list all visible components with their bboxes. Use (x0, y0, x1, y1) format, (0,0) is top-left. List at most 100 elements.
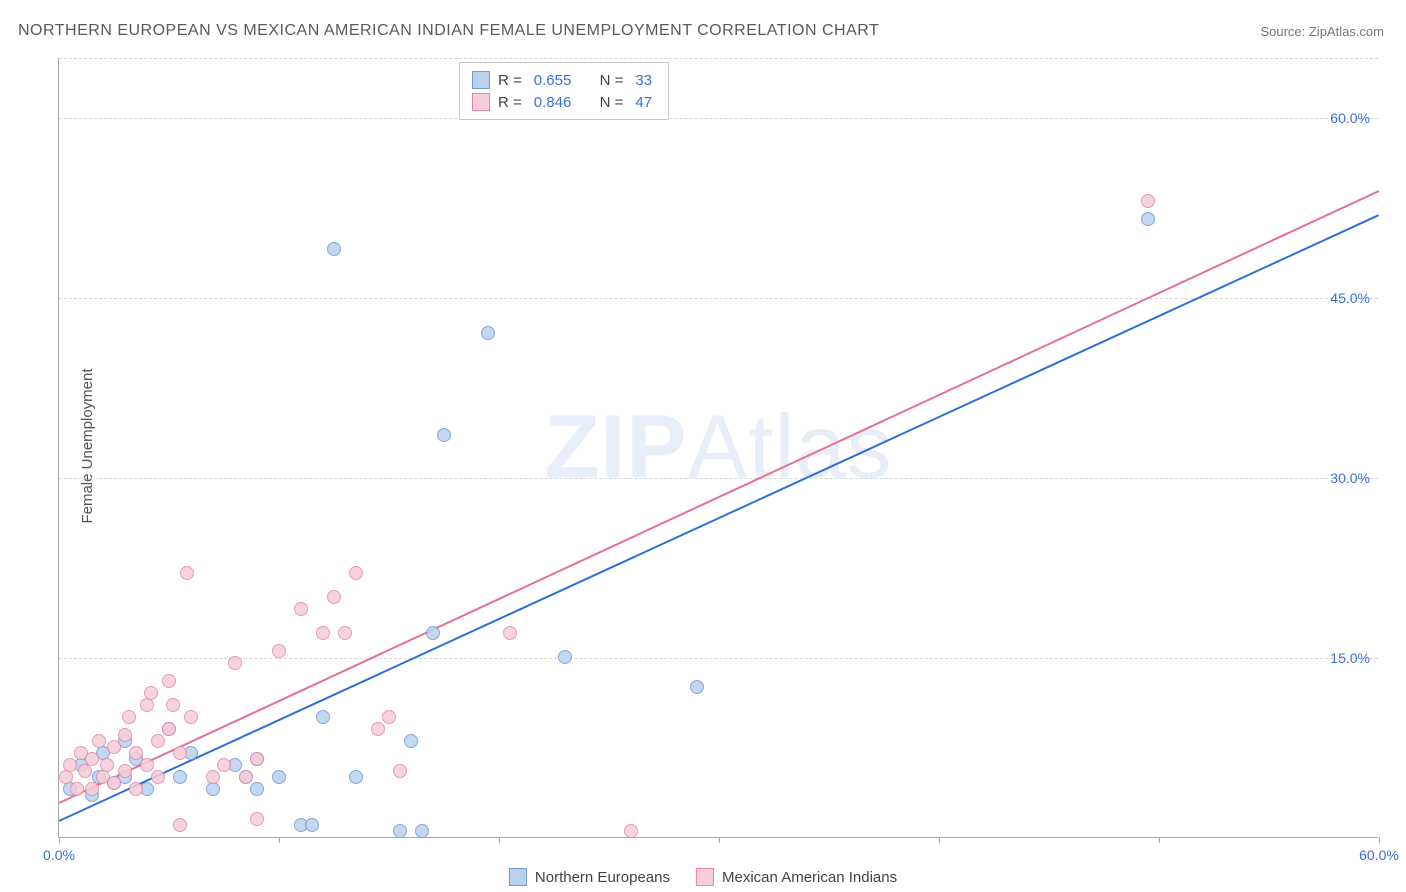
data-point (107, 776, 121, 790)
data-point (250, 752, 264, 766)
stats-legend-row: R =0.655 N =33 (472, 69, 656, 91)
data-point (107, 740, 121, 754)
data-point (239, 770, 253, 784)
watermark-bold: ZIP (544, 397, 687, 497)
bottom-legend: Northern Europeans Mexican American Indi… (509, 868, 897, 886)
gridline (59, 118, 1378, 119)
data-point (327, 242, 341, 256)
data-point (206, 770, 220, 784)
data-point (316, 710, 330, 724)
y-tick-label: 30.0% (1330, 470, 1370, 486)
legend-swatch-icon (472, 93, 490, 111)
data-point (129, 782, 143, 796)
x-tick (719, 837, 720, 843)
data-point (162, 674, 176, 688)
y-tick-label: 45.0% (1330, 290, 1370, 306)
source-prefix: Source: (1260, 24, 1308, 39)
legend-swatch-icon (472, 71, 490, 89)
data-point (85, 752, 99, 766)
data-point (63, 758, 77, 772)
data-point (228, 656, 242, 670)
data-point (100, 758, 114, 772)
chart-title: NORTHERN EUROPEAN VS MEXICAN AMERICAN IN… (18, 22, 879, 40)
data-point (92, 734, 106, 748)
stats-legend: R =0.655 N =33R =0.846 N =47 (459, 62, 669, 120)
legend-item-northern: Northern Europeans (509, 868, 670, 886)
data-point (1141, 212, 1155, 226)
legend-swatch-icon (509, 868, 527, 886)
data-point (122, 710, 136, 724)
data-point (415, 824, 429, 838)
data-point (327, 590, 341, 604)
legend-label: Northern Europeans (535, 869, 670, 886)
data-point (371, 722, 385, 736)
x-tick (1159, 837, 1160, 843)
data-point (250, 812, 264, 826)
x-tick (59, 837, 60, 843)
data-point (173, 770, 187, 784)
source-link[interactable]: ZipAtlas.com (1309, 24, 1384, 39)
n-value: 47 (635, 94, 652, 111)
data-point (503, 626, 517, 640)
data-point (481, 326, 495, 340)
data-point (272, 644, 286, 658)
data-point (70, 782, 84, 796)
data-point (78, 764, 92, 778)
data-point (173, 818, 187, 832)
gridline (59, 58, 1378, 59)
data-point (294, 602, 308, 616)
n-value: 33 (635, 72, 652, 89)
data-point (349, 770, 363, 784)
data-point (558, 650, 572, 664)
legend-swatch-icon (696, 868, 714, 886)
data-point (162, 722, 176, 736)
data-point (272, 770, 286, 784)
data-point (1141, 194, 1155, 208)
r-value: 0.846 (534, 94, 572, 111)
watermark-rest: Atlas (687, 397, 892, 497)
x-tick (939, 837, 940, 843)
data-point (118, 728, 132, 742)
data-point (144, 686, 158, 700)
x-tick (499, 837, 500, 843)
data-point (349, 566, 363, 580)
data-point (217, 758, 231, 772)
n-label: N = (600, 94, 624, 111)
data-point (393, 824, 407, 838)
data-point (206, 782, 220, 796)
data-point (140, 698, 154, 712)
data-point (140, 758, 154, 772)
x-tick (1379, 837, 1380, 843)
data-point (151, 734, 165, 748)
data-point (338, 626, 352, 640)
n-label: N = (600, 72, 624, 89)
data-point (118, 764, 132, 778)
x-tick (279, 837, 280, 843)
regression-line (59, 190, 1380, 804)
data-point (151, 770, 165, 784)
stats-legend-row: R =0.846 N =47 (472, 91, 656, 113)
data-point (624, 824, 638, 838)
data-point (382, 710, 396, 724)
data-point (437, 428, 451, 442)
legend-label: Mexican American Indians (722, 869, 897, 886)
data-point (404, 734, 418, 748)
data-point (316, 626, 330, 640)
data-point (250, 782, 264, 796)
legend-item-mexican: Mexican American Indians (696, 868, 897, 886)
data-point (393, 764, 407, 778)
gridline (59, 658, 1378, 659)
data-point (426, 626, 440, 640)
y-tick-label: 60.0% (1330, 110, 1370, 126)
data-point (173, 746, 187, 760)
data-point (180, 566, 194, 580)
watermark: ZIPAtlas (544, 396, 892, 499)
data-point (166, 698, 180, 712)
data-point (305, 818, 319, 832)
x-tick-label: 0.0% (43, 847, 75, 863)
r-label: R = (498, 72, 522, 89)
data-point (59, 770, 73, 784)
regression-line (59, 214, 1380, 822)
data-point (85, 782, 99, 796)
data-point (129, 746, 143, 760)
